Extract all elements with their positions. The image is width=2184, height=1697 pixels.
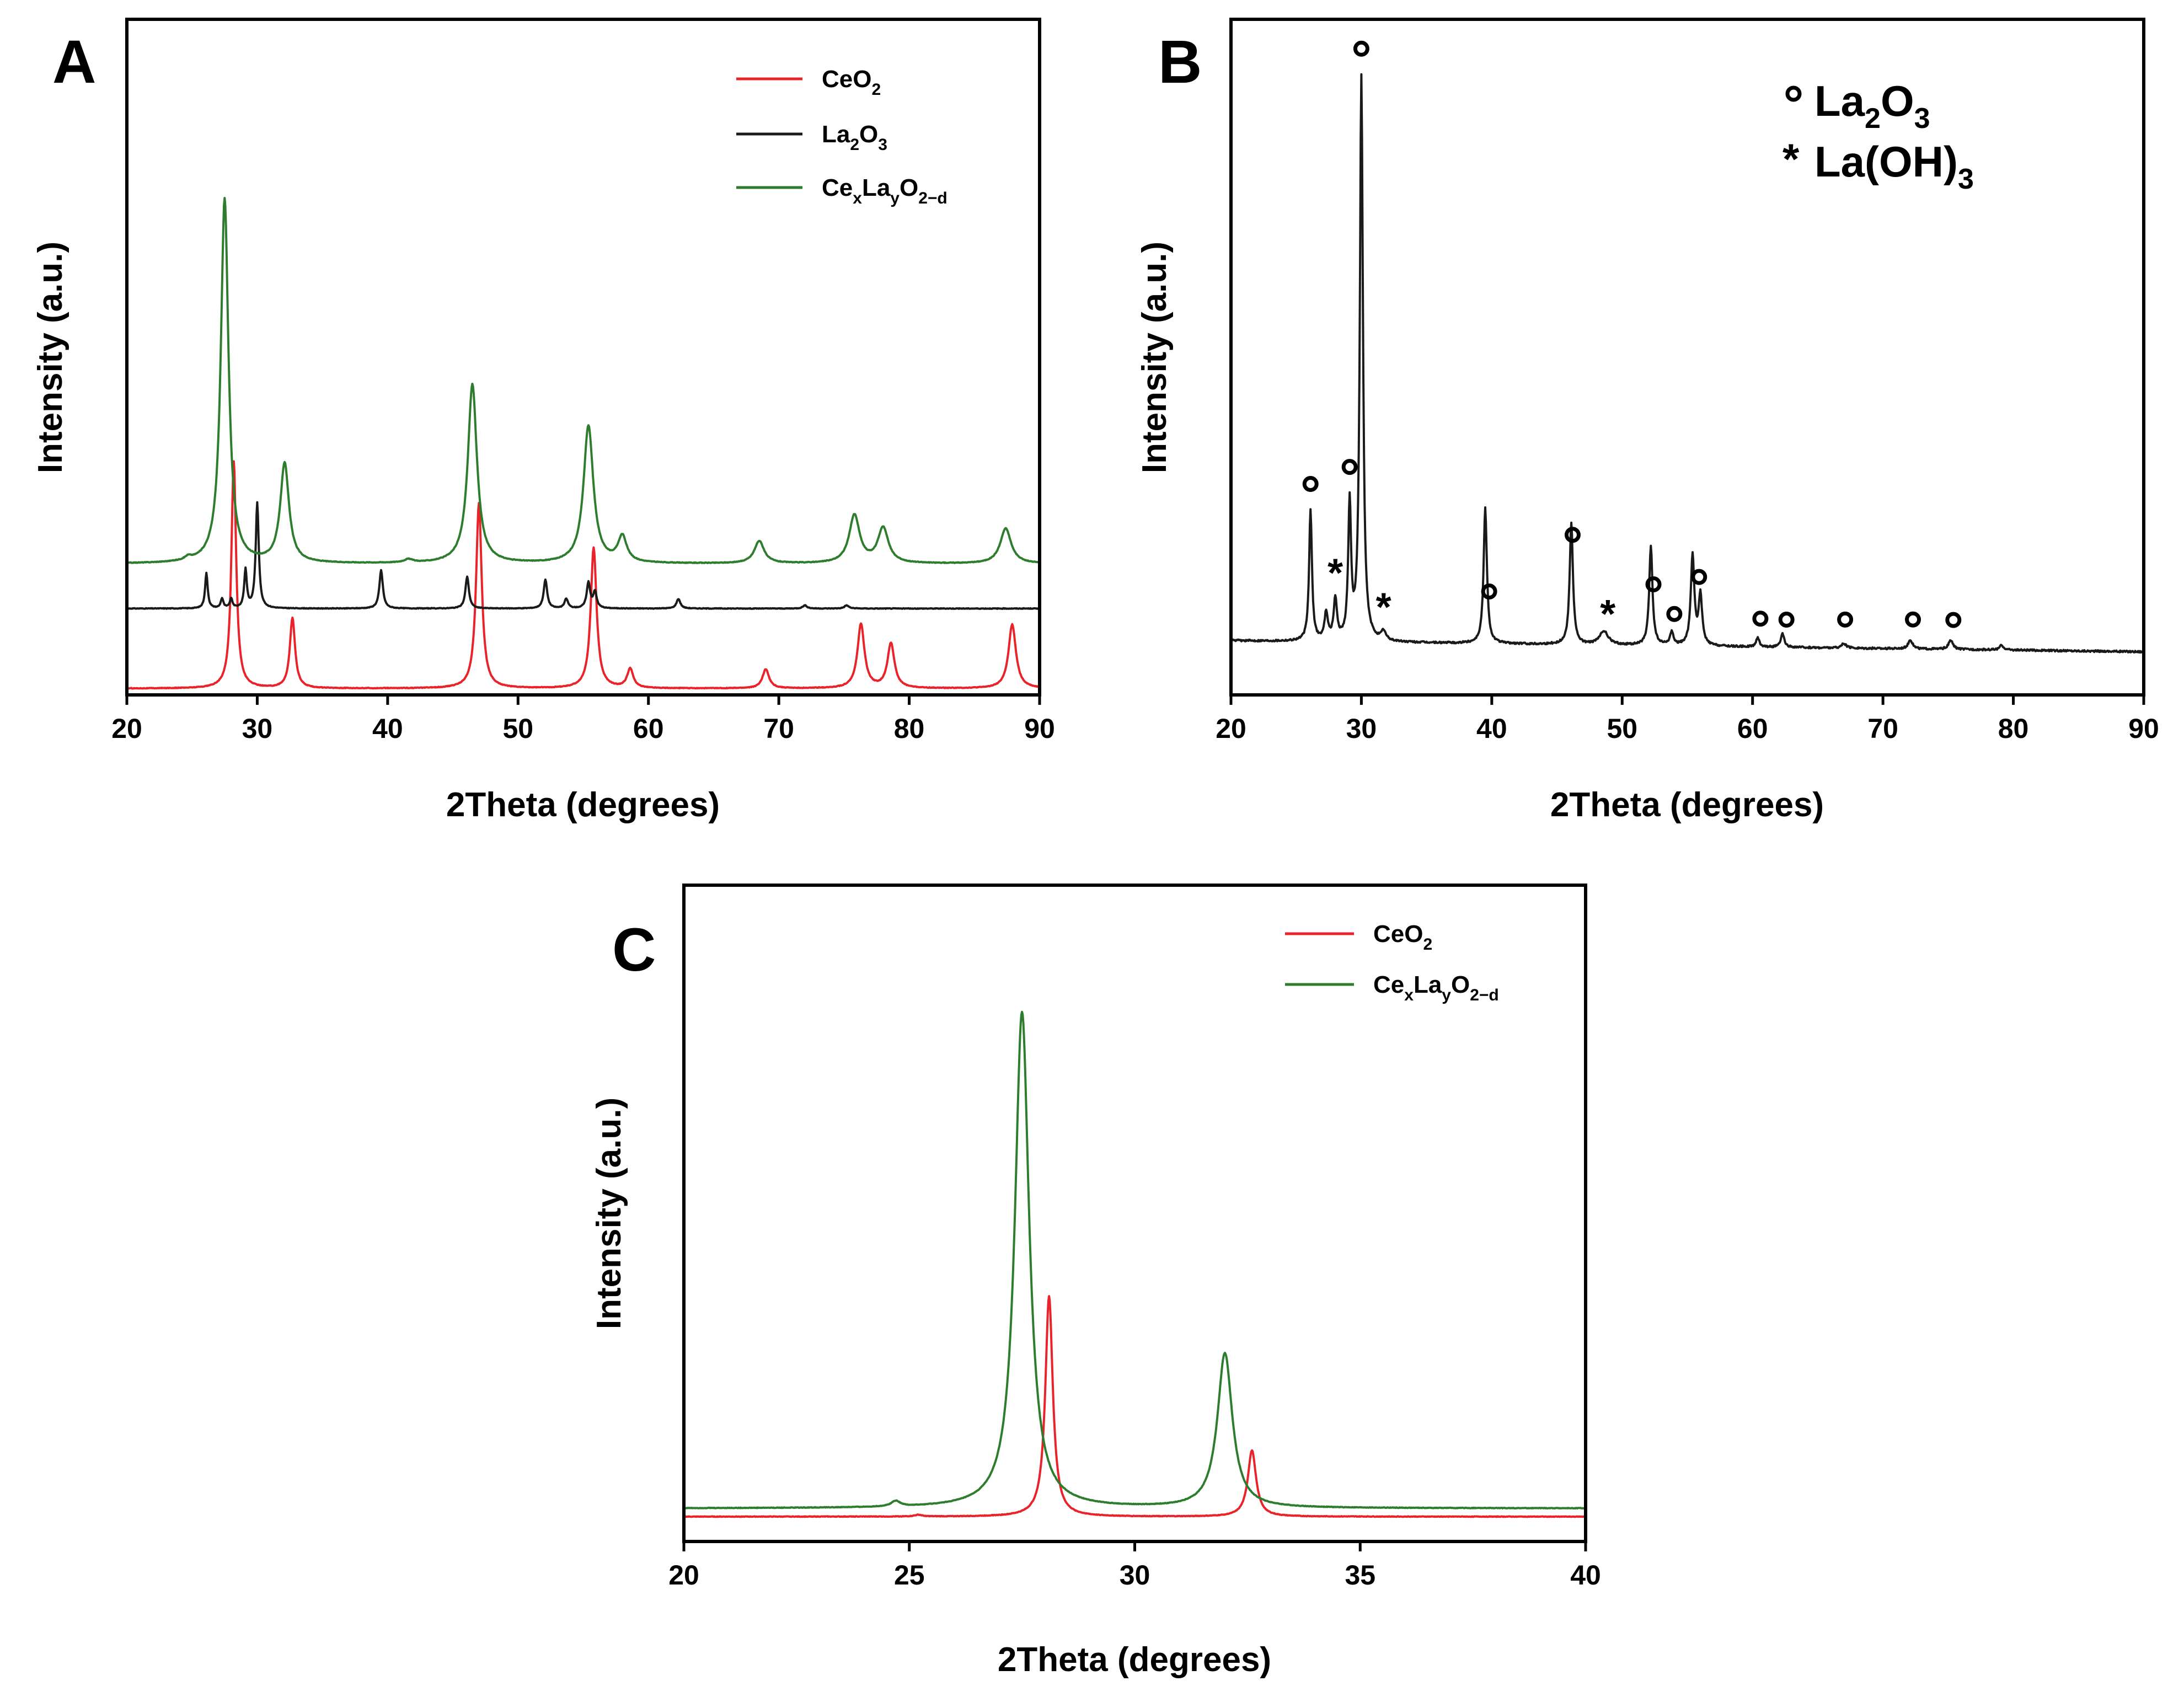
panel-b-frame (1229, 18, 2145, 697)
legend-label-laoh3: La(OH)3 (1814, 137, 1974, 195)
x-tick-label: 90 (2128, 713, 2159, 744)
legend-label-la2o3: La2O3 (822, 121, 887, 154)
x-tick-label: 40 (1476, 713, 1507, 744)
panel-b-legend: La2O3 * La(OH)3 (1782, 77, 1974, 195)
legend-symbol-star: * (1782, 135, 1800, 183)
x-tick-label: 20 (111, 713, 142, 744)
peak-marker-la2o3 (1302, 475, 1319, 492)
peak-marker-la2o3 (1645, 576, 1662, 593)
x-tick-label: 50 (502, 713, 533, 744)
panel-c-x-axis-title: 2Theta (degrees) (998, 1641, 1271, 1679)
x-tick-label: 60 (1737, 713, 1768, 744)
x-tick-label: 80 (1998, 713, 2029, 744)
x-tick-label: 40 (1570, 1560, 1601, 1591)
series-line-la2o3 (126, 501, 1040, 610)
peak-marker-laoh3: * (1327, 551, 1343, 595)
panel-c-plot (683, 1010, 1586, 1518)
panel-b-y-axis-title: Intensity (a.u.) (1136, 242, 1174, 473)
panel-c-letter: C (612, 916, 656, 984)
panel-c-x-ticks: 20 25 30 35 40 (668, 1541, 1601, 1591)
peak-marker-la2o3 (1353, 40, 1369, 57)
panel-a: A 20 30 40 50 60 70 80 90 2Theta (degrees) Inte… (31, 18, 1055, 824)
panel-c: C 20 25 30 35 40 2Theta (degrees) Intensity … (590, 884, 1601, 1679)
peak-marker-la2o3 (1778, 612, 1795, 628)
panel-b: B ** * 20 30 40 50 60 70 80 90 2Theta (degrees) … (1136, 18, 2159, 824)
x-tick-label: 25 (894, 1560, 925, 1591)
peak-marker-laoh3: * (1376, 586, 1391, 630)
x-tick-label: 80 (894, 713, 925, 744)
legend-label-ceo2: CeO2 (822, 66, 881, 99)
panel-c-frame (682, 884, 1587, 1543)
panel-c-legend: CeO2 CexLayO2−d (1285, 920, 1499, 1004)
panel-a-x-axis-title: 2Theta (degrees) (446, 786, 720, 824)
x-tick-label: 20 (1216, 713, 1246, 744)
panel-b-x-ticks: 20 30 40 50 60 70 80 90 (1216, 695, 2159, 744)
x-tick-label: 30 (242, 713, 273, 744)
panel-c-y-axis-title: Intensity (a.u.) (590, 1098, 628, 1329)
panel-a-y-axis-title: Intensity (a.u.) (31, 242, 69, 473)
series-line-ceo2 (126, 460, 1040, 690)
series-line-cexlayo2d (683, 1010, 1586, 1510)
peak-marker-la2o3 (1837, 611, 1854, 628)
x-tick-label: 20 (668, 1560, 699, 1591)
panel-b-letter: B (1158, 28, 1202, 96)
x-tick-label: 70 (1867, 713, 1898, 744)
peak-marker-la2o3 (1481, 583, 1497, 600)
x-tick-label: 60 (633, 713, 664, 744)
peak-marker-la2o3 (1564, 527, 1581, 543)
x-tick-label: 30 (1120, 1560, 1150, 1591)
series-line-ceo2 (683, 1295, 1586, 1518)
peak-marker-la2o3 (1945, 612, 1962, 628)
x-tick-label: 50 (1607, 713, 1637, 744)
legend-symbol-ring (1785, 85, 1802, 102)
panel-a-letter: A (52, 28, 96, 96)
peak-marker-la2o3 (1341, 459, 1358, 475)
panel-b-plot (1230, 73, 2144, 654)
x-tick-label: 90 (1024, 713, 1055, 744)
series-line-la2o3 (1230, 73, 2144, 654)
peak-marker-laoh3: * (1600, 592, 1615, 636)
panel-a-plot (126, 197, 1040, 690)
x-tick-label: 35 (1345, 1560, 1375, 1591)
legend-label-ceo2-c: CeO2 (1373, 920, 1432, 954)
peak-marker-la2o3 (1666, 606, 1683, 622)
x-tick-label: 30 (1346, 713, 1377, 744)
panel-a-frame (125, 18, 1041, 697)
panel-b-x-axis-title: 2Theta (degrees) (1550, 786, 1824, 824)
legend-label-la2o3-b: La2O3 (1814, 77, 1930, 135)
legend-label-cexlayo2d: CexLayO2−d (822, 174, 948, 207)
panel-a-legend: CeO2 La2O3 CexLayO2−d (736, 66, 948, 207)
series-line-cexlayo2d (126, 197, 1040, 564)
legend-label-cexlayo2d-c: CexLayO2−d (1373, 971, 1499, 1004)
panel-a-x-ticks: 20 30 40 50 60 70 80 90 (111, 695, 1055, 744)
peak-marker-la2o3 (1752, 611, 1769, 627)
x-tick-label: 70 (763, 713, 794, 744)
panel-b-peak-markers: * * * (1302, 40, 1962, 636)
peak-marker-la2o3 (1905, 611, 1921, 628)
peak-marker-la2o3 (1691, 569, 1707, 585)
x-tick-label: 40 (372, 713, 403, 744)
